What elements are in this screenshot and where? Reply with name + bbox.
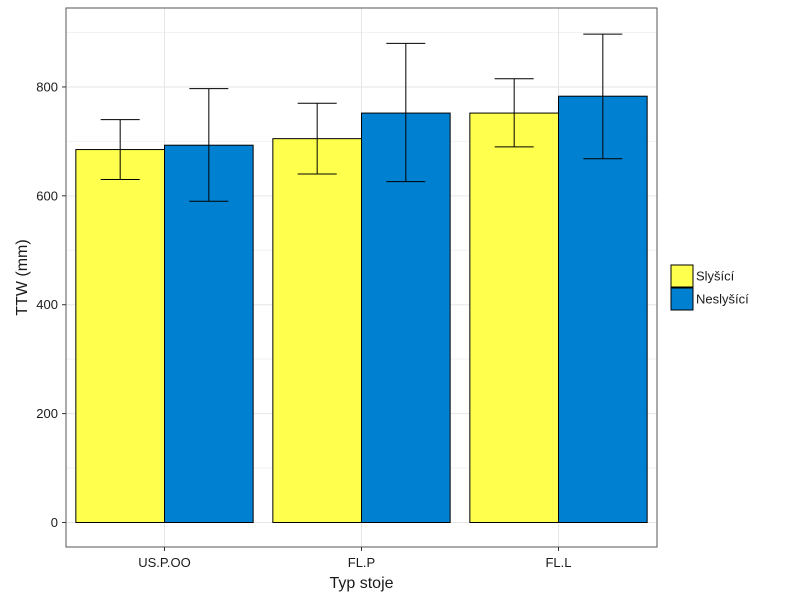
legend-label: Neslyšící (696, 292, 749, 307)
legend: Slyšící Neslyšící (670, 264, 749, 311)
y-tick-label: 600 (36, 188, 58, 203)
bar (272, 138, 363, 524)
x-axis: US.P.OO FL.P FL.L (138, 547, 572, 570)
y-tick-label: 200 (36, 406, 58, 421)
bar (469, 112, 560, 523)
error-bars (100, 33, 623, 202)
y-tick-label: 0 (51, 515, 58, 530)
bar (164, 144, 254, 523)
x-axis-title: Typ stoje (329, 575, 393, 592)
y-axis: 0 200 400 600 800 (36, 79, 66, 530)
y-tick-label: 400 (36, 297, 58, 312)
legend-key (670, 264, 694, 288)
y-axis-title: TTW (mm) (14, 239, 31, 315)
legend-label: Slyšící (696, 269, 735, 284)
bar (558, 95, 648, 523)
x-tick-label: US.P.OO (138, 555, 191, 570)
bars (75, 95, 648, 524)
x-tick-label: FL.L (545, 555, 571, 570)
bar (75, 149, 165, 524)
y-tick-label: 800 (36, 79, 58, 94)
x-tick-label: FL.P (348, 555, 375, 570)
legend-key (670, 287, 694, 311)
